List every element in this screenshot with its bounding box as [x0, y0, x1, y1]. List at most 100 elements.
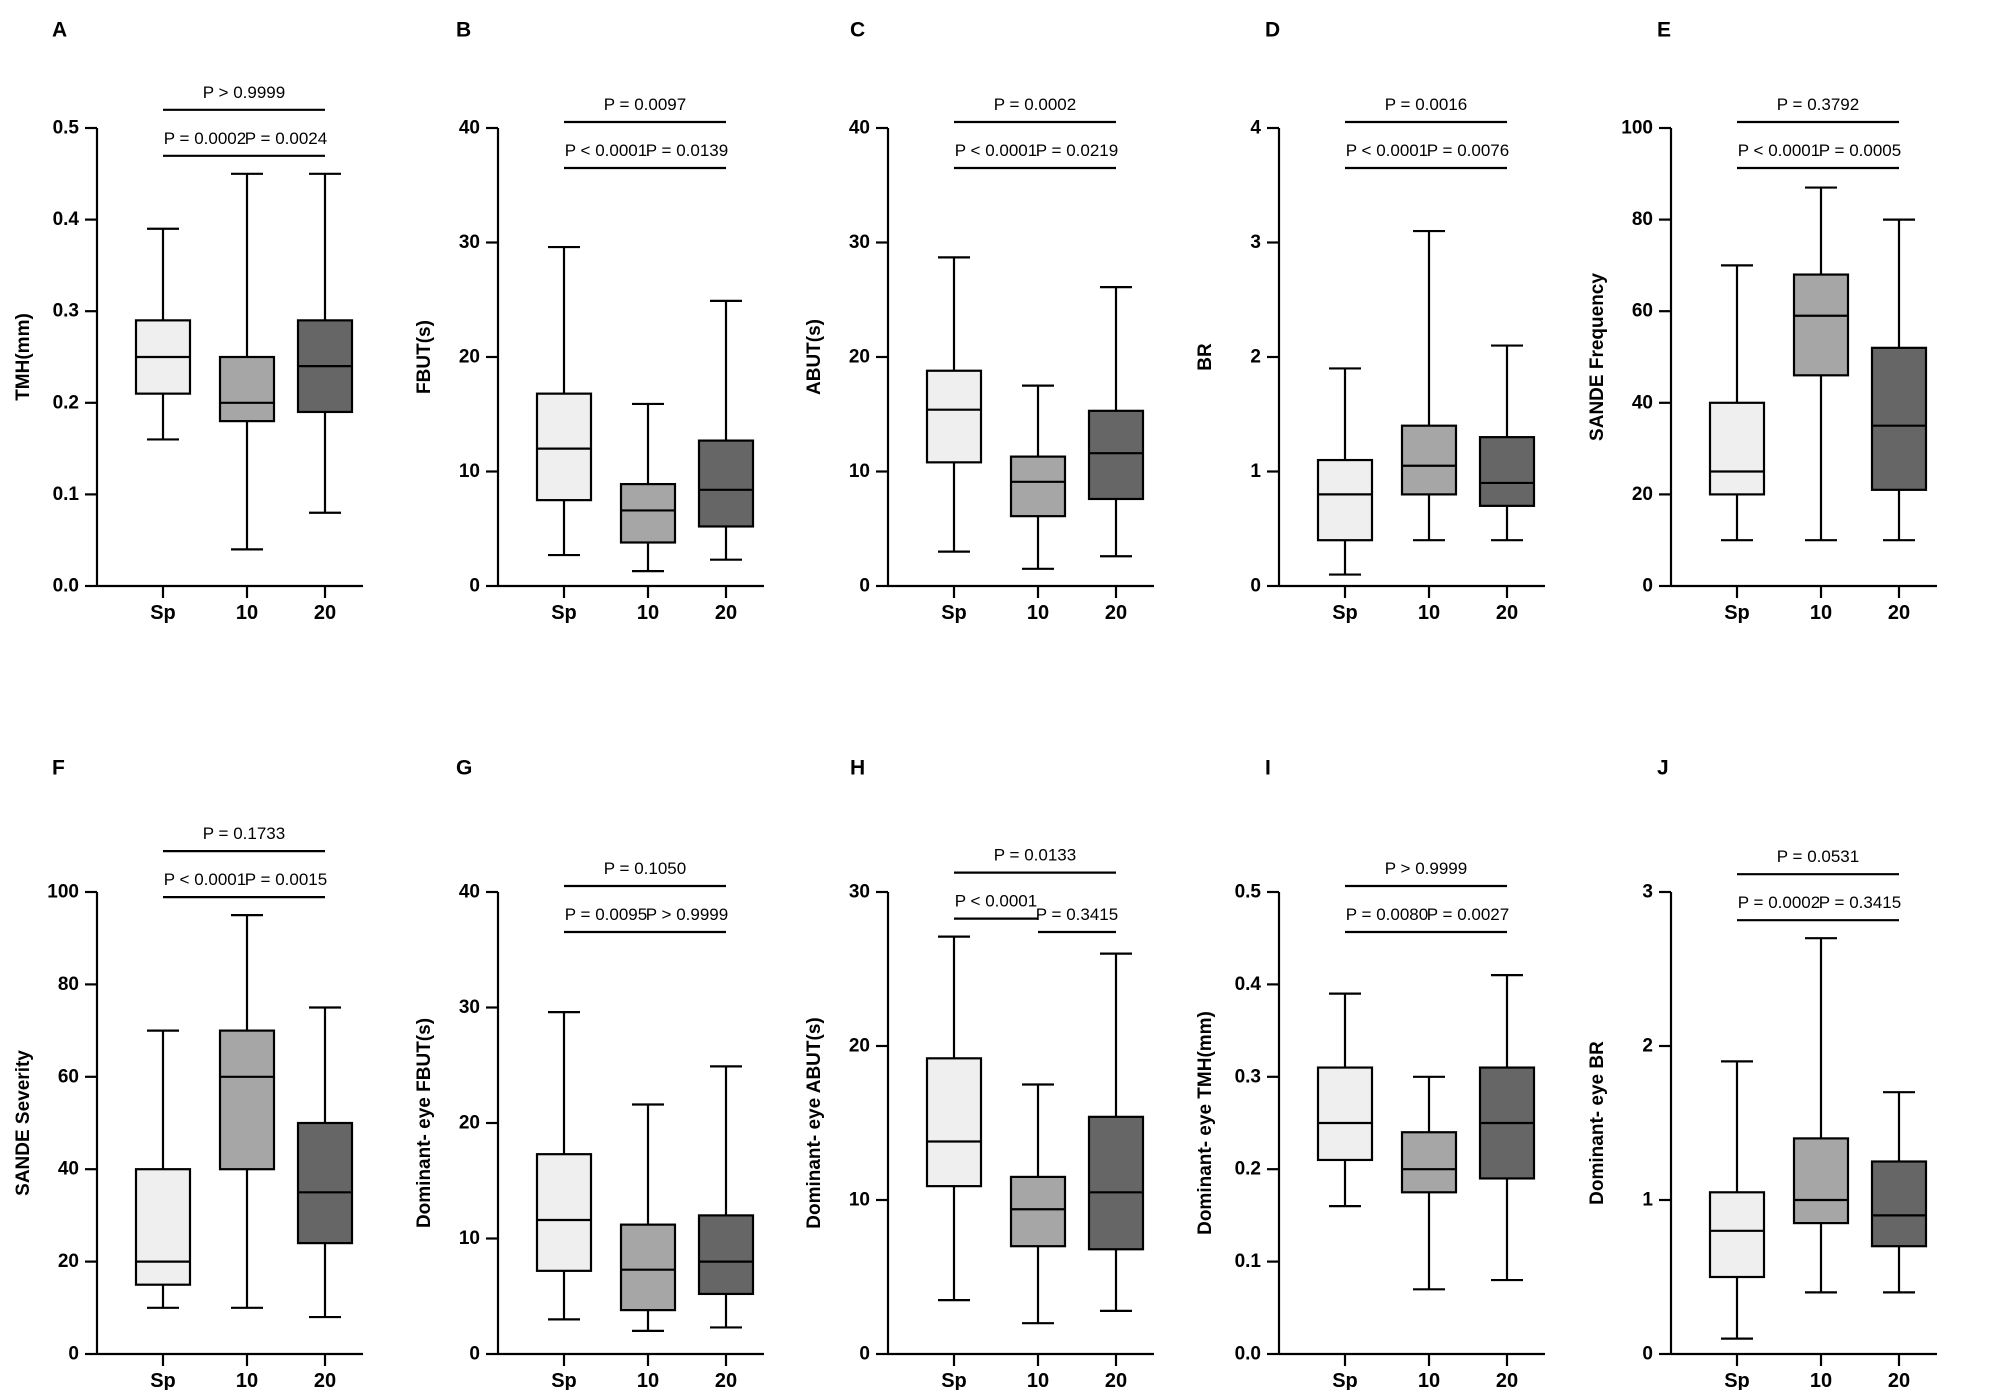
- x-tick-label-10: 10: [1810, 602, 1832, 624]
- comparison-bracket: P = 0.0531: [1737, 847, 1899, 876]
- comparison-bracket: P = 0.0133: [954, 846, 1116, 874]
- y-tick-label: 60: [1632, 301, 1653, 322]
- y-axis-label: SANDE Severity: [13, 1050, 34, 1196]
- y-tick-label: 40: [58, 1159, 79, 1180]
- y-tick-label: 80: [1632, 209, 1653, 230]
- box-group-sp: [1708, 1060, 1766, 1340]
- y-axis-label: Dominant- eye ABUT(s): [804, 1017, 825, 1228]
- y-tick-label: 40: [1632, 392, 1653, 413]
- y-tick-label: 20: [849, 347, 870, 368]
- comparison-bracket: P < 0.0001: [954, 141, 1038, 170]
- x-tick-label-10: 10: [637, 602, 659, 624]
- x-tick-label-20: 20: [715, 602, 737, 624]
- x-tick-label-sp: Sp: [551, 602, 577, 624]
- panel-letter: E: [1657, 18, 1671, 41]
- comparison-bracket: P = 0.0005: [1819, 141, 1901, 170]
- x-tick-label-20: 20: [1888, 1370, 1910, 1390]
- panel-f: F 0 20 40 60 80 100 SANDE Severity Sp 10 20 P < 0.0…: [13, 756, 363, 1390]
- y-tick-label: 1: [1642, 1190, 1653, 1211]
- box-group-20: [697, 299, 755, 561]
- p-value-label: P = 0.0002: [164, 129, 246, 148]
- y-tick-label: 2: [1642, 1036, 1653, 1057]
- box-group-20: [697, 1065, 755, 1329]
- iqr-box: [1009, 1175, 1067, 1248]
- iqr-box: [619, 1223, 677, 1312]
- comparison-bracket: P = 0.0002: [1737, 893, 1821, 922]
- p-value-label: P = 0.3415: [1036, 905, 1118, 924]
- y-tick-label: 10: [849, 461, 870, 482]
- iqr-box: [1478, 436, 1536, 507]
- x-tick-label-20: 20: [1496, 602, 1518, 624]
- comparison-bracket: P = 0.0016: [1345, 95, 1507, 124]
- comparison-bracket: P = 0.0002: [163, 129, 247, 157]
- x-tick-label-10: 10: [1810, 1370, 1832, 1390]
- y-tick-label: 0.2: [53, 392, 79, 413]
- comparison-bracket: P = 0.3415: [1036, 905, 1118, 934]
- y-tick-label: 10: [459, 461, 480, 482]
- x-tick-label-20: 20: [314, 1370, 336, 1390]
- box-group-20: [1478, 974, 1536, 1282]
- y-tick-label: 30: [459, 997, 480, 1018]
- p-value-label: P > 0.9999: [203, 83, 285, 102]
- comparison-bracket: P = 0.0097: [564, 95, 726, 124]
- iqr-box: [1870, 346, 1928, 491]
- y-tick-label: 40: [459, 882, 480, 903]
- iqr-box: [925, 369, 983, 464]
- p-value-label: P = 0.3792: [1777, 95, 1859, 114]
- p-value-label: P = 0.0080: [1346, 905, 1428, 924]
- p-value-label: P = 0.0531: [1777, 847, 1859, 866]
- comparison-bracket: P = 0.3792: [1737, 95, 1899, 124]
- y-tick-label: 0.5: [1235, 882, 1262, 903]
- comparison-bracket: P = 0.0219: [1036, 141, 1118, 170]
- x-tick-label-10: 10: [1027, 1370, 1049, 1390]
- y-axis-label: SANDE Frequency: [1587, 273, 1608, 441]
- p-value-label: P < 0.0001: [955, 892, 1037, 911]
- x-tick-label-20: 20: [1105, 602, 1127, 624]
- y-tick-label: 20: [459, 347, 480, 368]
- y-tick-label: 3: [1250, 232, 1261, 253]
- p-value-label: P = 0.0097: [604, 95, 686, 114]
- iqr-box: [697, 439, 755, 528]
- y-tick-label: 0: [859, 1344, 870, 1365]
- y-tick-label: 30: [849, 232, 870, 253]
- comparison-bracket: P = 0.0002: [954, 95, 1116, 124]
- comparison-bracket: P < 0.0001: [954, 892, 1038, 920]
- p-value-label: P = 0.0095: [565, 905, 647, 924]
- box-group-10: [619, 402, 677, 573]
- x-tick-label-sp: Sp: [1332, 602, 1358, 624]
- y-tick-label: 10: [849, 1190, 870, 1211]
- y-tick-label: 0.2: [1235, 1159, 1261, 1180]
- y-tick-label: 3: [1642, 882, 1653, 903]
- iqr-box: [218, 355, 276, 423]
- p-value-label: P > 0.9999: [1385, 859, 1467, 878]
- box-group-sp: [1708, 264, 1766, 542]
- y-tick-label: 0: [859, 576, 870, 597]
- y-tick-label: 1: [1250, 461, 1261, 482]
- p-value-label: P < 0.0001: [1738, 141, 1820, 160]
- box-group-10: [1792, 186, 1850, 542]
- iqr-box: [697, 1214, 755, 1296]
- x-tick-label-20: 20: [1105, 1370, 1127, 1390]
- x-tick-label-20: 20: [1888, 602, 1910, 624]
- y-tick-label: 100: [47, 882, 79, 903]
- comparison-bracket: P = 0.0139: [646, 141, 728, 170]
- y-tick-label: 0.3: [53, 301, 79, 322]
- p-value-label: P = 0.0016: [1385, 95, 1467, 114]
- x-tick-label-sp: Sp: [1724, 1370, 1750, 1390]
- box-group-10: [218, 913, 276, 1309]
- p-value-label: P > 0.9999: [646, 905, 728, 924]
- comparison-bracket: P > 0.9999: [1345, 859, 1507, 888]
- panel-a: A 0.0 0.1 0.2 0.3 0.4 0.5 TMH(mm) Sp 10 20 P = 0.00…: [13, 18, 363, 624]
- y-tick-label: 60: [58, 1066, 79, 1087]
- panel-letter: A: [52, 18, 67, 41]
- p-value-label: P = 0.0027: [1427, 905, 1509, 924]
- iqr-box: [1792, 1137, 1850, 1225]
- p-value-label: P = 0.0076: [1427, 141, 1509, 160]
- comparison-bracket: P = 0.1050: [564, 859, 726, 888]
- comparison-bracket: P = 0.0015: [245, 870, 327, 899]
- iqr-box: [1708, 1191, 1766, 1279]
- y-tick-label: 2: [1250, 347, 1261, 368]
- iqr-box: [925, 1057, 983, 1188]
